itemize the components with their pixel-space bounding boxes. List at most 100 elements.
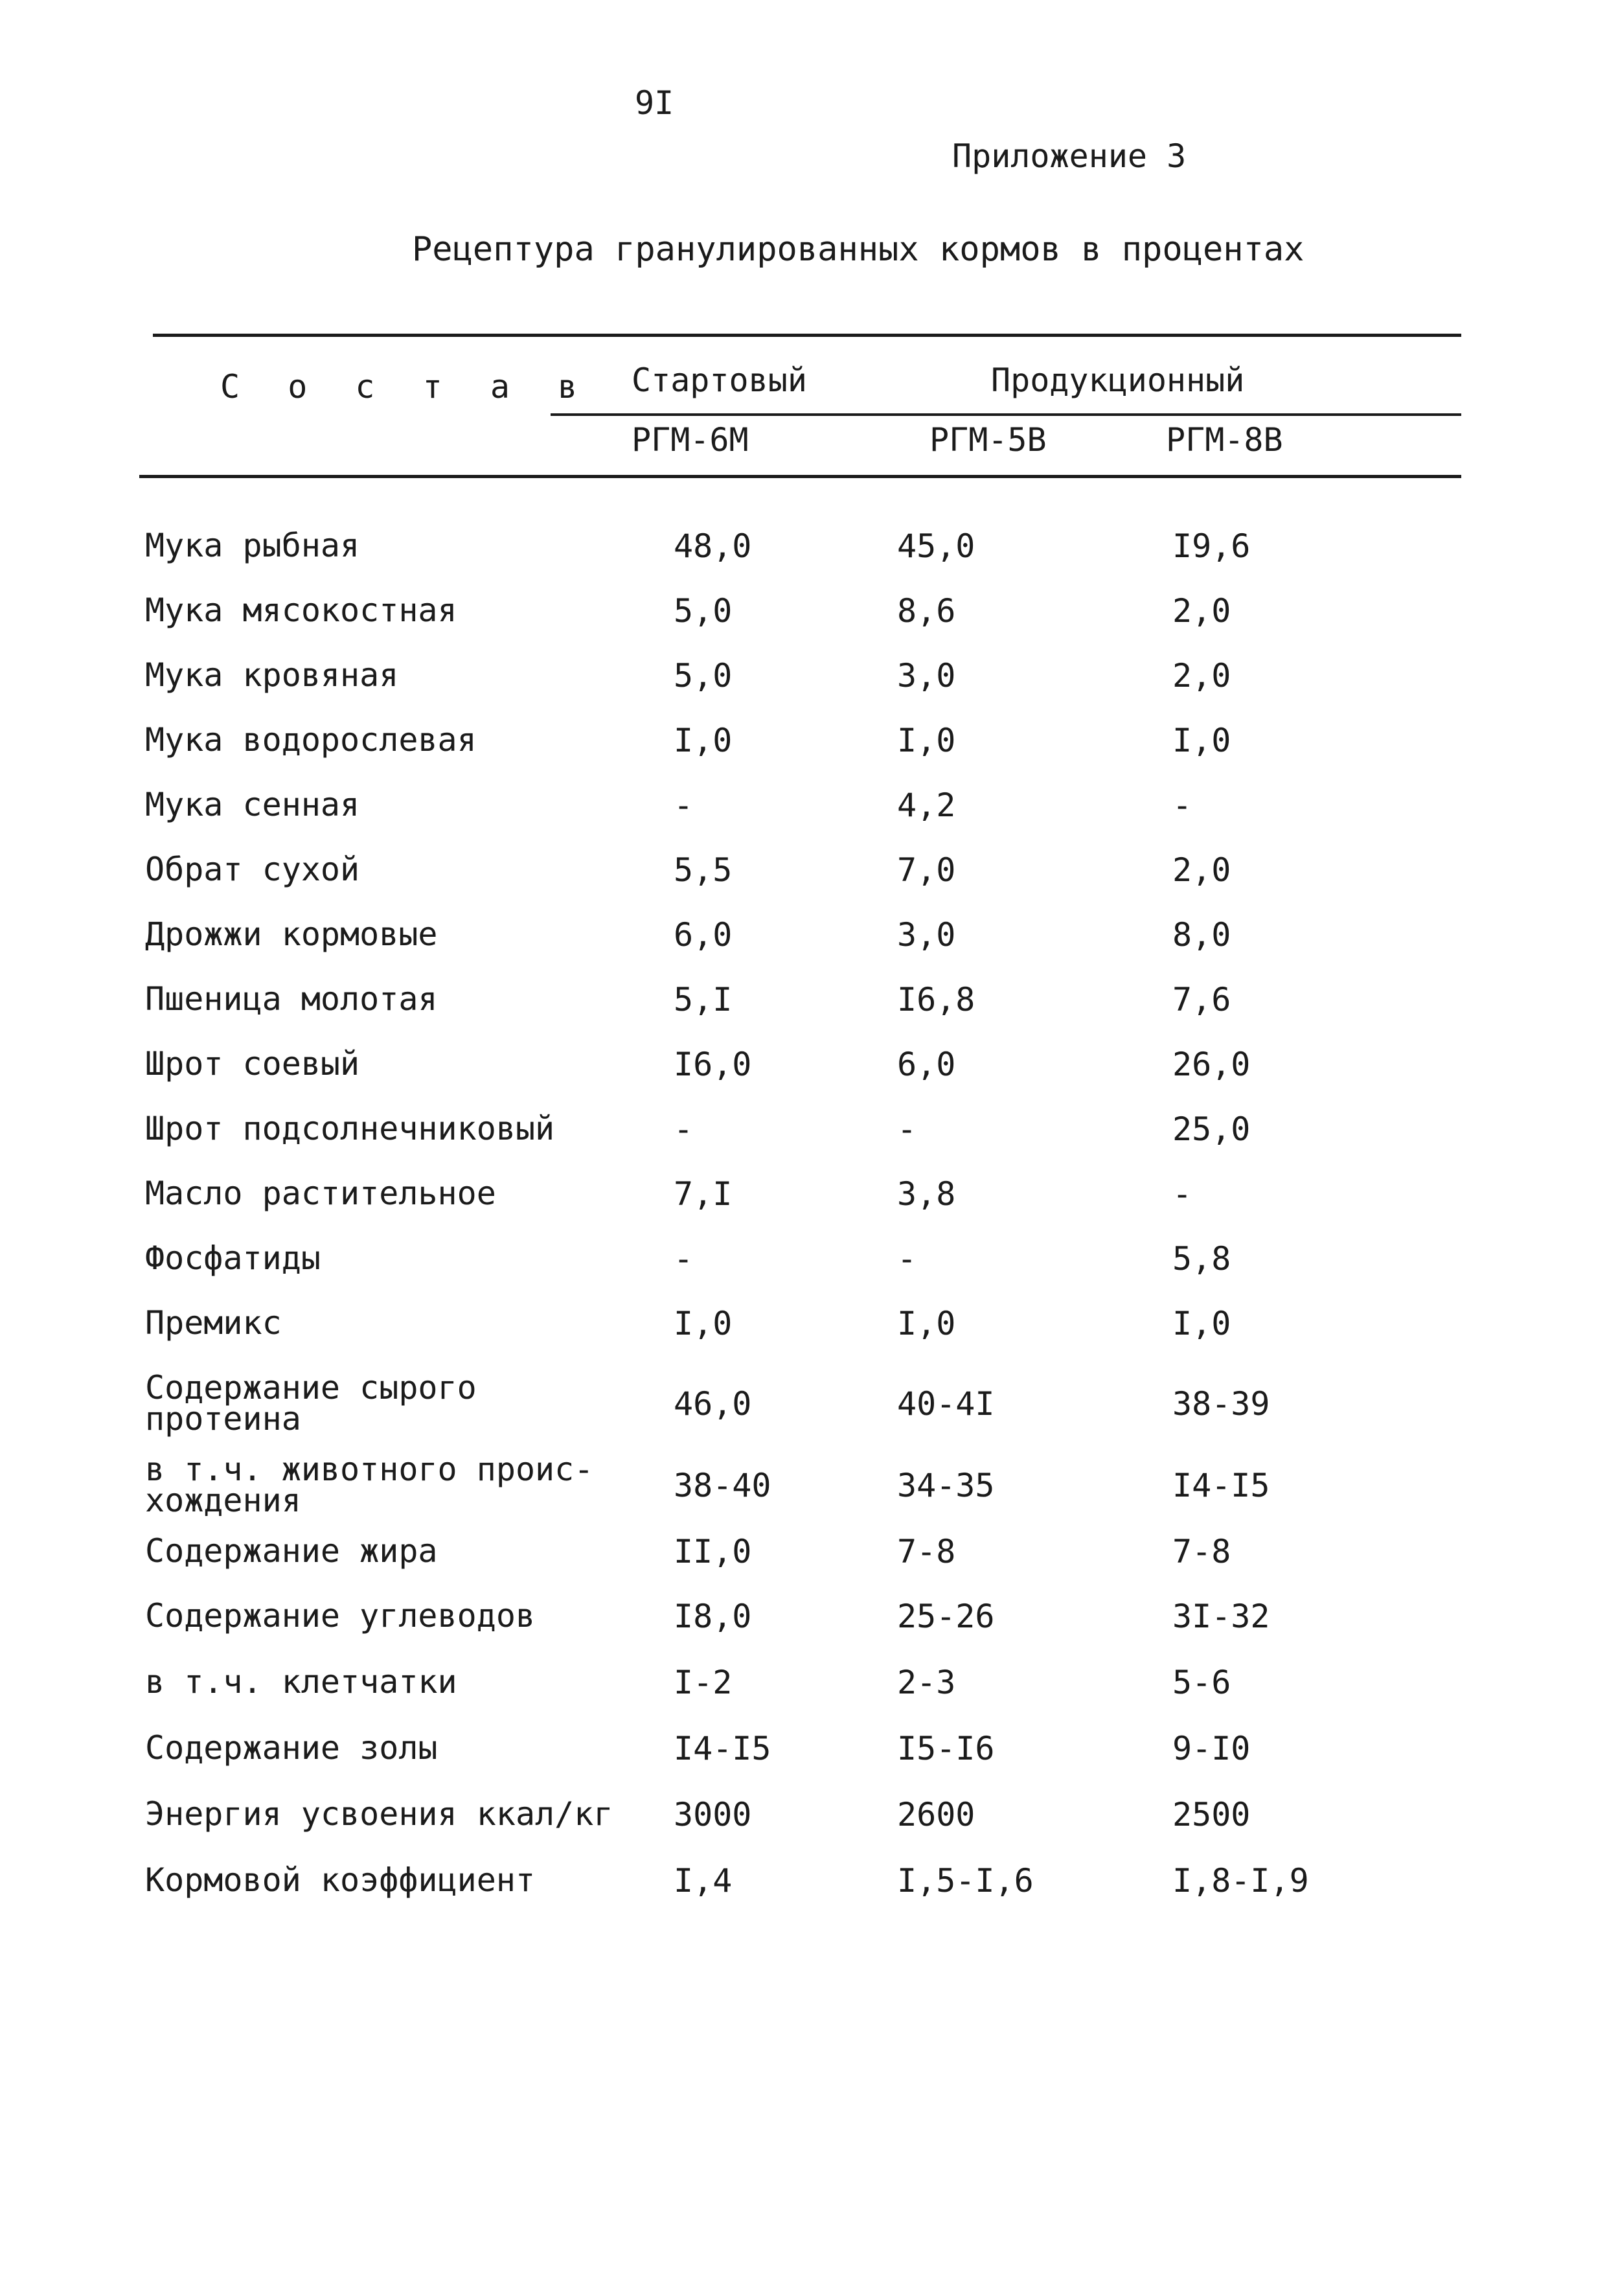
value-rgm-5v: 3,0 (897, 916, 956, 954)
value-rgm-5v: 6,0 (897, 1046, 956, 1083)
row-label: в т.ч. животного проис-хождения (145, 1451, 594, 1517)
header-production: Продукционный (991, 362, 1245, 399)
table-row: Мука кровяная 5,0 3,0 2,0 (0, 656, 1607, 724)
row-label-line: протеина (145, 1400, 301, 1438)
value-rgm-8v: 38-39 (1172, 1385, 1270, 1423)
value-rgm-5v: I,5-I,6 (897, 1862, 1034, 1900)
value-rgm-6m: - (674, 1110, 694, 1148)
table-row: Дрожжи кормовые 6,0 3,0 8,0 (0, 915, 1607, 983)
value-rgm-8v: 5,8 (1172, 1240, 1231, 1278)
value-rgm-6m: 5,5 (674, 851, 733, 889)
header-composition: С о с т а в (220, 368, 592, 406)
value-rgm-5v: 45,0 (897, 527, 975, 565)
value-rgm-6m: 38-40 (674, 1467, 771, 1504)
row-label: Премикс (145, 1304, 282, 1342)
header-col3: РГМ-8В (1166, 421, 1283, 459)
value-rgm-5v: 40-4I (897, 1385, 995, 1423)
row-label: Мука рыбная (145, 527, 360, 564)
value-rgm-8v: - (1172, 1175, 1192, 1213)
table-row: Кормовой коэффициент I,4 I,5-I,6 I,8-I,9 (0, 1862, 1607, 1929)
row-label-line: Премикс (145, 1304, 282, 1342)
row-label-line: Содержание жира (145, 1532, 438, 1570)
row-label-line: Обрат сухой (145, 851, 360, 888)
value-rgm-6m: I,4 (674, 1862, 733, 1900)
table-row: Пшеница молотая 5,I I6,8 7,6 (0, 983, 1607, 1048)
page-number: 9I (635, 84, 674, 122)
row-label: Содержание сырого протеина (145, 1372, 477, 1438)
value-rgm-8v: 3I-32 (1172, 1598, 1270, 1635)
value-rgm-6m: 5,0 (674, 592, 733, 630)
row-label-line: Масло растительное (145, 1175, 496, 1212)
row-label-line: Мука мясокостная (145, 591, 457, 629)
value-rgm-8v: 5-6 (1172, 1664, 1231, 1701)
row-label-line: Шрот подсолнечниковый (145, 1110, 555, 1147)
header-col2: РГМ-5В (929, 421, 1047, 459)
value-rgm-5v: 2600 (897, 1796, 975, 1833)
value-rgm-8v: I9,6 (1172, 527, 1251, 565)
value-rgm-8v: 2,0 (1172, 592, 1231, 630)
table-row: Шрот подсолнечниковый - - 25,0 (0, 1110, 1607, 1178)
value-rgm-6m: 7,I (674, 1175, 733, 1213)
table-row: Мука рыбная 48,0 45,0 I9,6 (0, 527, 1607, 595)
value-rgm-6m: - (674, 786, 694, 824)
table-row: Содержание сырого протеина 46,0 40-4I 38-39 (0, 1372, 1607, 1437)
value-rgm-6m: I-2 (674, 1664, 733, 1701)
value-rgm-5v: I,0 (897, 1305, 956, 1342)
value-rgm-8v: I,8-I,9 (1172, 1862, 1309, 1900)
value-rgm-6m: I4-I5 (674, 1730, 771, 1767)
value-rgm-8v: 2,0 (1172, 851, 1231, 889)
header-mid-rule (551, 413, 1461, 416)
row-label: Мука водорослевая (145, 724, 477, 756)
row-label-line: Мука кровяная (145, 656, 399, 694)
row-label-line: Мука сенная (145, 786, 360, 823)
table-title: Рецептура гранулированных кормов в проце… (412, 230, 1305, 269)
value-rgm-5v: 25-26 (897, 1598, 995, 1635)
table-row: Шрот соевый I6,0 6,0 26,0 (0, 1048, 1607, 1113)
row-label: Шрот подсолнечниковый (145, 1110, 555, 1147)
value-rgm-6m: 48,0 (674, 527, 752, 565)
table-row: в т.ч. животного проис-хождения 38-40 34-3… (0, 1451, 1607, 1519)
value-rgm-8v: 2500 (1172, 1796, 1251, 1833)
value-rgm-5v: 7,0 (897, 851, 956, 889)
table-top-rule (153, 334, 1461, 337)
header-starter: Стартовый (632, 362, 807, 399)
value-rgm-6m: I6,0 (674, 1046, 752, 1083)
value-rgm-6m: I,0 (674, 1305, 733, 1342)
value-rgm-6m: I,0 (674, 722, 733, 759)
value-rgm-5v: 34-35 (897, 1467, 995, 1504)
row-label-line: Энергия усвоения ккал/кг (145, 1795, 613, 1833)
table-row: Фосфатиды - - 5,8 (0, 1240, 1607, 1307)
value-rgm-5v: 3,0 (897, 657, 956, 695)
value-rgm-8v: 2,0 (1172, 657, 1231, 695)
table-row: Премикс I,0 I,0 I,0 (0, 1307, 1607, 1372)
table-row: Энергия усвоения ккал/кг 3000 2600 2500 (0, 1798, 1607, 1863)
value-rgm-8v: I,0 (1172, 722, 1231, 759)
header-col1: РГМ-6М (632, 421, 749, 459)
row-label-line: Дрожжи кормовые (145, 915, 438, 953)
row-label-line: в т.ч. клетчатки (145, 1663, 457, 1701)
row-label: Энергия усвоения ккал/кг (145, 1798, 613, 1830)
table-row: Содержание золы I4-I5 I5-I6 9-I0 (0, 1732, 1607, 1797)
value-rgm-5v: 2-3 (897, 1664, 956, 1701)
row-label-line: Шрот соевый (145, 1045, 360, 1083)
value-rgm-6m: I8,0 (674, 1598, 752, 1635)
value-rgm-8v: I4-I5 (1172, 1467, 1270, 1504)
table-row: Мука сенная - 4,2 - (0, 786, 1607, 854)
row-label-line: в т.ч. животного проис- (145, 1451, 594, 1488)
value-rgm-6m: - (674, 1240, 694, 1278)
table-row: Обрат сухой 5,5 7,0 2,0 (0, 851, 1607, 919)
table-row: Мука водорослевая I,0 I,0 I,0 (0, 724, 1607, 789)
value-rgm-8v: I,0 (1172, 1305, 1231, 1342)
table-row: Масло растительное 7,I 3,8 - (0, 1175, 1607, 1243)
value-rgm-5v: 7-8 (897, 1533, 956, 1570)
appendix-label: Приложение 3 (952, 137, 1187, 175)
value-rgm-5v: 4,2 (897, 786, 956, 824)
row-label: Мука сенная (145, 786, 360, 823)
row-label-line: Мука рыбная (145, 527, 360, 564)
value-rgm-6m: II,0 (674, 1533, 752, 1570)
header-bottom-rule (139, 475, 1461, 478)
value-rgm-6m: 46,0 (674, 1385, 752, 1423)
value-rgm-5v: I6,8 (897, 981, 975, 1018)
value-rgm-8v: 26,0 (1172, 1046, 1251, 1083)
value-rgm-6m: 5,0 (674, 657, 733, 695)
